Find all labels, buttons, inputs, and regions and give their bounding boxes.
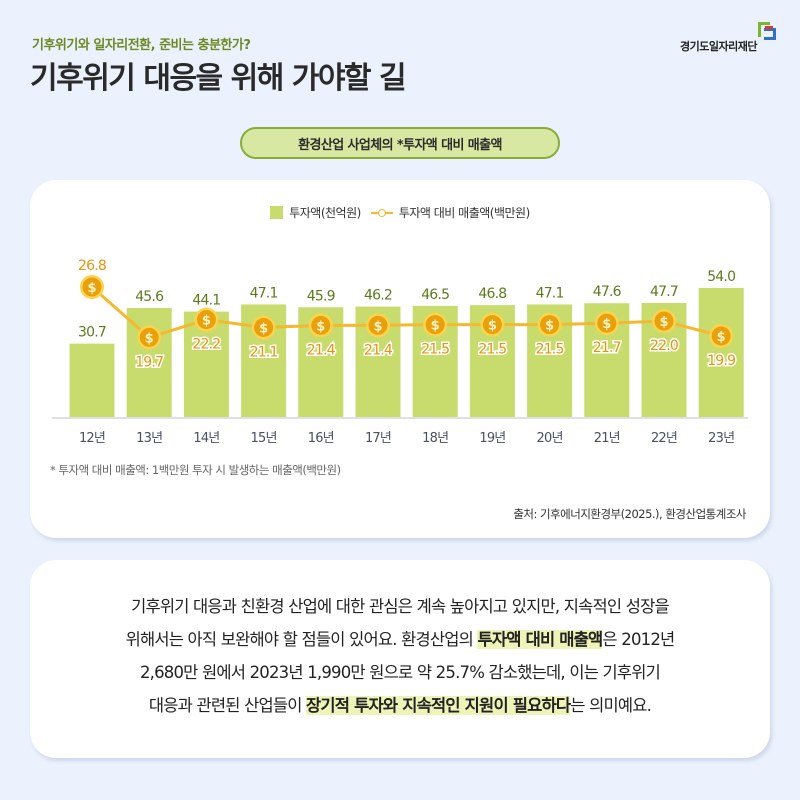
text-span: 는 의미예요. [570,696,652,715]
svg-text:$: $ [717,330,726,345]
svg-text:21.1: 21.1 [250,344,278,360]
svg-text:13년: 13년 [136,431,162,446]
svg-text:22년: 22년 [651,431,677,446]
chart-source: 출처: 기후에너지환경부(2025.), 환경산업통계조사 [513,507,746,521]
chart-title-pill: 환경산업 사업체의 *투자액 대비 매출액 [240,127,560,159]
svg-text:$: $ [145,331,154,346]
summary-line: 기후위기 대응과 친환경 산업에 대한 관심은 계속 높아지고 있지만, 지속적… [131,597,670,616]
text-span: 위해서는 아직 보완해야 할 점들이 있어요. 환경산업의 [125,630,478,649]
svg-text:18년: 18년 [422,431,448,446]
highlight-text: 장기적 투자와 지속적인 지원이 필요하다 [306,696,571,715]
svg-text:16년: 16년 [308,431,334,446]
summary-line: 2,680만 원에서 2023년 1,990만 원으로 약 25.7% 감소했는… [139,663,661,682]
svg-text:12년: 12년 [79,431,105,446]
svg-text:22.2: 22.2 [192,337,220,353]
legend-item-investment: 투자액(천억원) [270,204,361,221]
chart-legend: 투자액(천억원) 투자액 대비 매출액(백만원) [30,204,770,221]
svg-text:21년: 21년 [594,431,620,446]
svg-text:19.9: 19.9 [707,353,735,369]
svg-text:$: $ [488,319,497,334]
svg-text:$: $ [373,319,382,334]
svg-text:47.1: 47.1 [536,285,564,301]
combo-chart: 30.7 12년 45.6 13년 44.1 14년 47.1 15년 45.9 16년 46.2 1… [52,257,748,446]
svg-text:21.5: 21.5 [536,342,564,358]
svg-text:17년: 17년 [365,431,391,446]
svg-text:21.5: 21.5 [478,342,506,358]
legend-item-ratio: 투자액 대비 매출액(백만원) [370,204,530,221]
summary-paragraph: 기후위기 대응과 친환경 산업에 대한 관심은 계속 높아지고 있지만, 지속적… [30,590,770,722]
svg-text:$: $ [202,314,211,329]
svg-text:21.7: 21.7 [593,340,621,356]
svg-text:$: $ [316,319,325,334]
svg-text:23년: 23년 [708,431,734,446]
highlight-text: 투자액 대비 매출액 [477,630,603,649]
svg-text:21.4: 21.4 [364,342,393,358]
svg-text:$: $ [87,281,96,296]
svg-text:46.5: 46.5 [421,287,449,303]
bar [698,287,744,417]
svg-text:47.6: 47.6 [593,284,622,300]
svg-text:19.7: 19.7 [135,354,163,370]
chart-footnote: * 투자액 대비 매출액: 1백만원 투자 시 발생하는 매출액(백만원) [50,463,341,477]
svg-text:54.0: 54.0 [707,269,735,285]
chart-card: 투자액(천억원) 투자액 대비 매출액(백만원) 30.7 12년 45.6 13년 4… [30,180,770,538]
foundation-logo: 경기도일자리재단 [680,20,780,60]
logo-mark-icon [758,22,776,40]
svg-text:47.7: 47.7 [650,284,678,300]
text-span: 은 2012년 [602,630,675,649]
svg-text:26.8: 26.8 [78,258,106,274]
svg-text:46.2: 46.2 [364,288,392,304]
bar [69,343,115,417]
svg-text:19년: 19년 [479,431,505,446]
bar-swatch-icon [270,206,284,219]
text-span: 대응과 관련된 산업들이 [148,696,307,715]
summary-line: 위해서는 아직 보완해야 할 점들이 있어요. 환경산업의 투자액 대비 매출액… [30,623,770,656]
legend-label: 투자액 대비 매출액(백만원) [398,206,530,220]
svg-text:$: $ [259,321,268,336]
svg-text:20년: 20년 [537,431,563,446]
svg-text:47.1: 47.1 [250,285,278,301]
svg-text:45.6: 45.6 [135,289,164,305]
svg-text:44.1: 44.1 [192,293,220,309]
page-subtitle: 기후위기와 일자리전환, 준비는 충분한가? [32,38,251,53]
svg-text:30.7: 30.7 [78,325,106,341]
svg-text:21.4: 21.4 [307,342,336,358]
logo-text: 경기도일자리재단 [680,40,757,53]
svg-text:22.0: 22.0 [650,338,678,354]
svg-text:$: $ [659,315,668,330]
svg-text:14년: 14년 [193,431,219,446]
svg-text:$: $ [602,317,611,332]
svg-text:46.8: 46.8 [478,286,506,302]
svg-text:$: $ [545,319,554,334]
summary-card: 기후위기 대응과 친환경 산업에 대한 관심은 계속 높아지고 있지만, 지속적… [30,560,770,758]
summary-line: 대응과 관련된 산업들이 장기적 투자와 지속적인 지원이 필요하다는 의미예요… [30,689,770,722]
svg-text:$: $ [431,319,440,334]
line-marker-icon [370,207,393,219]
legend-label: 투자액(천억원) [289,206,361,220]
page-title: 기후위기 대응을 위해 가야할 길 [30,61,407,96]
svg-text:45.9: 45.9 [307,288,335,304]
svg-text:15년: 15년 [251,431,277,446]
svg-text:21.5: 21.5 [421,342,449,358]
